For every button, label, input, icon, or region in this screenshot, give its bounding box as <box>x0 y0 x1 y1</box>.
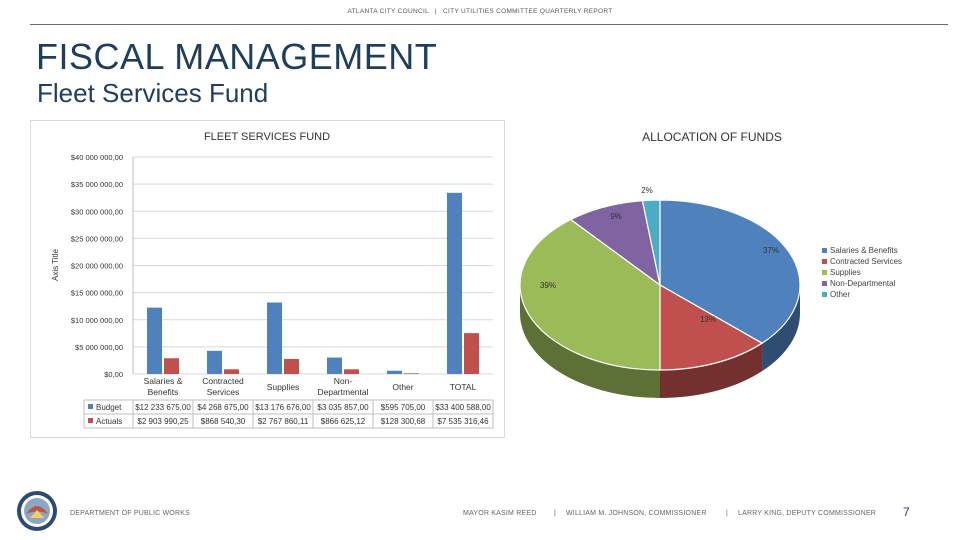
bar-chart-frame <box>30 120 505 438</box>
legend-label: Contracted Services <box>830 257 903 266</box>
y-tick-label: $40 000 000,00 <box>71 153 123 162</box>
y-tick-label: $25 000 000,00 <box>71 234 123 243</box>
header-separator: | <box>434 8 437 15</box>
legend-swatch <box>822 270 827 275</box>
footer-separator: | <box>726 510 729 517</box>
x-category-label: Supplies <box>267 382 300 392</box>
footer-deputy: LARRY KING, DEPUTY COMMISSIONER <box>738 510 877 517</box>
x-category-label: Departmental <box>317 387 368 397</box>
legend-label: Non-Departmental <box>830 279 896 288</box>
bar-actuals <box>464 333 479 374</box>
table-cell: $128 300,68 <box>381 417 426 426</box>
pie-legend-item: Other <box>822 290 850 299</box>
bar-actuals <box>224 369 239 374</box>
page-subtitle: Fleet Services Fund <box>37 78 269 108</box>
pie-side-contracted-services <box>660 343 763 398</box>
header-divider <box>30 24 948 25</box>
y-tick-label: $10 000 000,00 <box>71 316 123 325</box>
footer-separator: | <box>554 510 557 517</box>
bar-actuals <box>404 373 419 374</box>
pie-slice-supplies <box>519 218 661 371</box>
pie-data-label: 37% <box>763 246 779 255</box>
page-number: 7 <box>903 505 910 519</box>
header-report: CITY UTILITIES COMMITTEE QUARTERLY REPOR… <box>442 8 613 15</box>
footer-department: DEPARTMENT OF PUBLIC WORKS <box>70 510 190 517</box>
table-cell: $33 400 588,00 <box>435 403 491 412</box>
bar-actuals <box>284 358 299 374</box>
bar-chart: FLEET SERVICES FUND Axis Title $0,00 $5 000… <box>51 131 494 429</box>
table-cell: $12 233 675,00 <box>135 403 191 412</box>
table-series-name: Actuals <box>96 417 122 426</box>
y-tick-label: $15 000 000,00 <box>71 289 123 298</box>
bar-budget <box>147 307 162 374</box>
city-seal-logo <box>17 491 57 531</box>
x-category-label: Salaries & <box>144 376 183 386</box>
y-axis-title: Axis Title <box>51 248 60 281</box>
legend-label: Supplies <box>830 268 861 277</box>
pie-legend-item: Salaries & Benefits <box>822 246 898 255</box>
table-cell: $13 176 676,00 <box>255 403 311 412</box>
legend-key-actuals <box>88 418 93 423</box>
x-category-label: Benefits <box>148 387 179 397</box>
table-cell: $7 535 316,46 <box>437 417 489 426</box>
x-category-label: Non- <box>334 376 353 386</box>
table-cell: $866 625,12 <box>321 417 366 426</box>
pie-data-label: 39% <box>540 281 556 290</box>
x-category-label: Other <box>392 382 413 392</box>
legend-label: Other <box>830 290 851 299</box>
pie-data-label: 9% <box>610 212 622 221</box>
x-category-label: Contracted <box>202 376 244 386</box>
bar-budget <box>267 302 282 374</box>
table-cell: $4 268 675,00 <box>197 403 249 412</box>
pie-slice-contracted-services <box>659 283 764 371</box>
y-tick-label: $20 000 000,00 <box>71 262 123 271</box>
pie-chart: ALLOCATION OF FUNDS 37% 13% 39% 9% 2% <box>519 130 801 398</box>
bar-budget <box>207 350 222 374</box>
pie-legend-item: Supplies <box>822 268 861 277</box>
bar-budget <box>447 192 462 374</box>
table-series-name: Budget <box>96 403 122 412</box>
table-cell: $3 035 857,00 <box>317 403 369 412</box>
x-category-label: TOTAL <box>450 382 477 392</box>
legend-swatch <box>822 259 827 264</box>
y-tick-label: $30 000 000,00 <box>71 207 123 216</box>
pie-slice-non-departmental <box>569 200 661 287</box>
table-cell: $868 540,30 <box>201 417 246 426</box>
header-org: ATLANTA CITY COUNCIL <box>347 8 429 15</box>
bar-actuals <box>344 369 359 374</box>
footer-commissioner: WILLIAM M. JOHNSON, COMMISSIONER <box>566 510 707 517</box>
bar-chart-title: FLEET SERVICES FUND <box>204 131 330 143</box>
pie-legend-item: Non-Departmental <box>822 279 895 288</box>
pie-data-label: 13% <box>700 315 716 324</box>
table-cell: $595 705,00 <box>381 403 426 412</box>
pie-slice-salaries-benefits <box>659 199 801 344</box>
pie-data-label: 2% <box>641 186 653 195</box>
legend-swatch <box>822 292 827 297</box>
table-cell: $2 767 860,11 <box>258 417 309 426</box>
pie-slice-other <box>641 199 661 286</box>
bar-budget <box>387 370 402 374</box>
y-tick-label: $5 000 000,00 <box>75 343 123 352</box>
footer-mayor: MAYOR KASIM REED <box>463 510 537 517</box>
page-title: FISCAL MANAGEMENT <box>36 36 438 77</box>
bar-actuals <box>164 358 179 374</box>
y-tick-label: $0,00 <box>104 370 123 379</box>
table-cell: $2 903 990,25 <box>137 417 189 426</box>
pie-side-supplies <box>520 285 660 398</box>
legend-label: Salaries & Benefits <box>830 246 898 255</box>
legend-key-budget <box>88 404 93 409</box>
pie-chart-title: ALLOCATION OF FUNDS <box>642 130 782 144</box>
report-header: ATLANTA CITY COUNCIL | CITY UTILITIES CO… <box>0 8 960 15</box>
y-tick-label: $35 000 000,00 <box>71 180 123 189</box>
legend-swatch <box>822 281 827 286</box>
pie-legend-item: Contracted Services <box>822 257 902 266</box>
legend-swatch <box>822 248 827 253</box>
bar-budget <box>327 357 342 374</box>
x-category-label: Services <box>207 387 240 397</box>
